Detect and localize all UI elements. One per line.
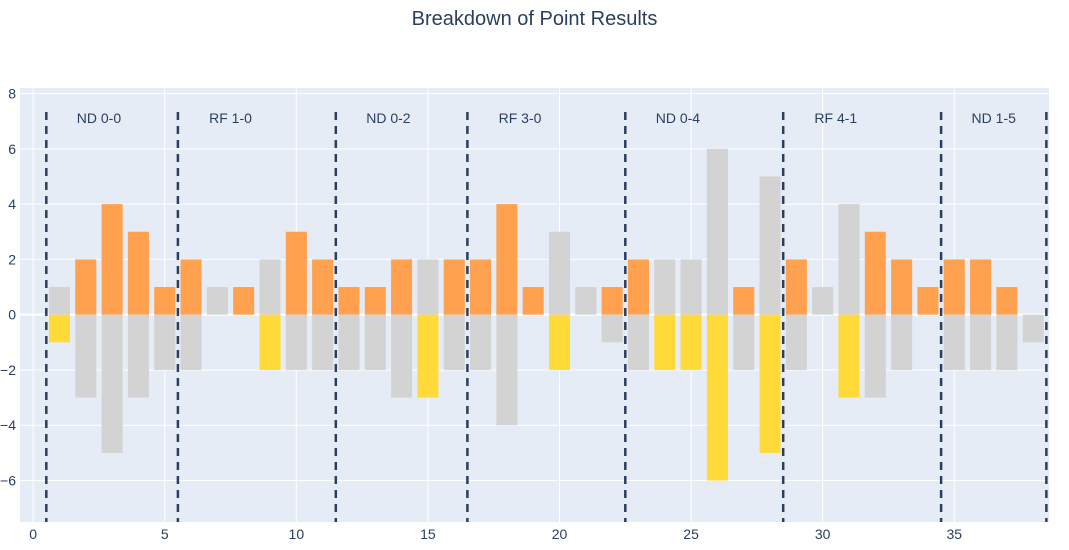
bar [233, 287, 255, 315]
x-tick-label: 35 [946, 526, 962, 542]
game-score-label: ND 0-2 [366, 110, 411, 126]
bar [654, 259, 676, 315]
y-tick-label: 8 [8, 86, 16, 102]
y-tick-label: −2 [0, 362, 16, 378]
bar [996, 314, 1018, 370]
bar [627, 314, 649, 370]
bar [364, 314, 386, 370]
bar [75, 259, 97, 315]
bar [785, 314, 807, 370]
bar [891, 314, 913, 370]
bar [601, 314, 623, 343]
bar [180, 259, 202, 315]
bar [101, 204, 123, 315]
bar [206, 287, 228, 315]
y-tick-label: 2 [8, 251, 16, 267]
bar [759, 176, 781, 315]
game-score-label: RF 1-0 [209, 110, 252, 126]
bar [996, 287, 1018, 315]
y-tick-label: 0 [8, 307, 16, 323]
bar [48, 314, 71, 343]
bar [733, 287, 755, 315]
bar [785, 259, 807, 315]
bar [391, 259, 413, 315]
bar [891, 259, 913, 315]
bar [443, 314, 465, 370]
game-score-label: ND 0-0 [77, 110, 122, 126]
bar [338, 287, 360, 315]
x-tick-label: 25 [683, 526, 699, 542]
bar [548, 314, 571, 370]
bar [706, 314, 728, 481]
bar [522, 287, 544, 315]
bar [180, 314, 202, 370]
bar [812, 287, 834, 315]
bar [417, 314, 439, 398]
bar [970, 259, 992, 315]
bar [127, 314, 149, 398]
bar [943, 314, 965, 370]
x-tick-label: 15 [420, 526, 436, 542]
game-score-label: ND 1-5 [972, 110, 1017, 126]
bar [917, 287, 939, 315]
game-score-label: ND 0-4 [656, 110, 701, 126]
x-tick-label: 30 [815, 526, 831, 542]
bar [127, 231, 149, 315]
bar [601, 287, 623, 315]
bar [285, 231, 307, 315]
bar [338, 314, 360, 370]
bar [627, 259, 649, 315]
bar [864, 231, 886, 315]
bar [417, 259, 439, 315]
chart-title: Breakdown of Point Results [411, 8, 658, 30]
x-tick-label: 0 [29, 526, 37, 542]
bar [312, 259, 334, 315]
bar [864, 314, 886, 398]
bar [838, 204, 860, 315]
y-tick-label: −6 [0, 473, 16, 489]
bar [548, 231, 571, 315]
bar [970, 314, 992, 370]
y-tick-label: −4 [0, 417, 16, 433]
bar [259, 314, 281, 370]
bar [364, 287, 386, 315]
bar [154, 314, 176, 370]
bar [680, 314, 702, 370]
bar [943, 259, 965, 315]
bar [575, 287, 597, 315]
bar [496, 314, 518, 426]
x-tick-label: 10 [289, 526, 305, 542]
bar [75, 314, 97, 398]
bar [154, 287, 176, 315]
x-tick-label: 5 [161, 526, 169, 542]
bar [285, 314, 307, 370]
bar [680, 259, 702, 315]
bar [838, 314, 860, 398]
bar [391, 314, 413, 398]
bar [470, 259, 492, 315]
y-tick-label: 6 [8, 141, 16, 157]
bar [706, 148, 728, 315]
bar [1022, 314, 1044, 343]
bar [48, 287, 71, 315]
game-score-label: RF 3-0 [499, 110, 542, 126]
game-score-label: RF 4-1 [814, 110, 857, 126]
bar [496, 204, 518, 315]
bar [654, 314, 676, 370]
y-tick-label: 4 [8, 196, 16, 212]
bar [259, 259, 281, 315]
bar [443, 259, 465, 315]
bar [312, 314, 334, 370]
bar [733, 314, 755, 370]
bar [470, 314, 492, 370]
x-tick-label: 20 [552, 526, 568, 542]
bar [759, 314, 781, 453]
bar [101, 314, 123, 453]
